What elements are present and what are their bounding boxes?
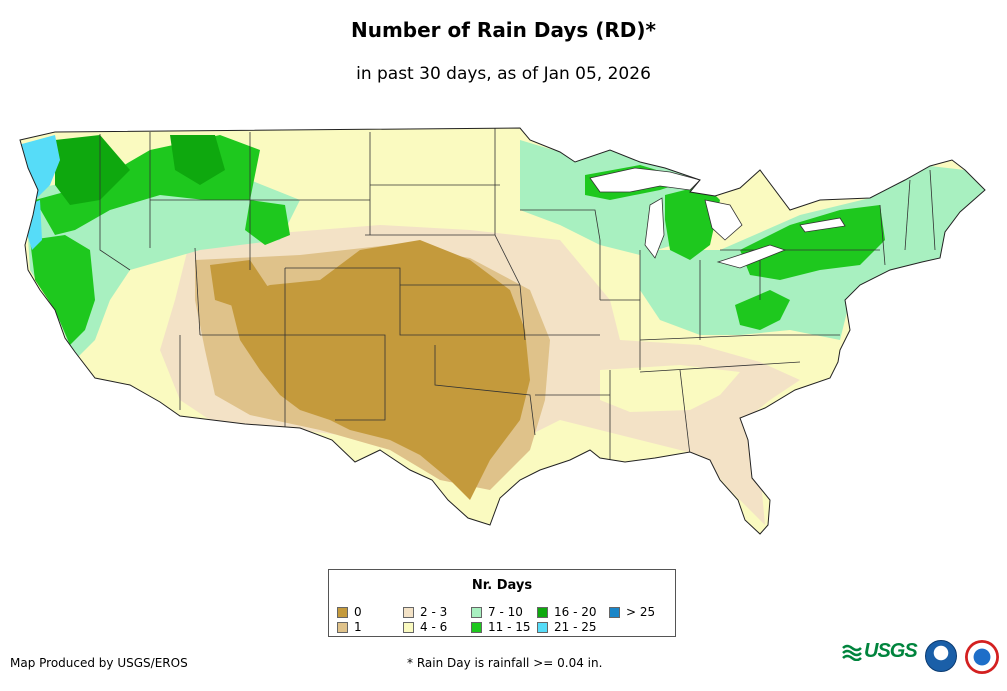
legend-item: 7 - 10 (471, 605, 523, 619)
class-region-16-20-washington (55, 135, 130, 205)
class-region-11-15-cascades (30, 235, 95, 345)
class-region-0 (230, 240, 530, 500)
class-region-0-colorado (210, 260, 270, 310)
legend-swatch (537, 606, 548, 618)
legend-label: 11 - 15 (488, 620, 531, 634)
map-credit: Map Produced by USGS/EROS (10, 656, 188, 670)
nws-seal-icon (965, 640, 999, 674)
legend-label: 2 - 3 (420, 605, 448, 619)
lake-superior (589, 167, 701, 193)
class-region-11-15-great-lakes (740, 205, 885, 280)
great-lakes (589, 167, 846, 269)
map-subtitle: in past 30 days, as of Jan 05, 2026 (356, 64, 651, 84)
lake-michigan (644, 197, 665, 259)
class-region-11-15-appalachia (735, 290, 790, 330)
legend-item: 21 - 25 (537, 620, 597, 634)
legend-item: 0 (337, 605, 362, 619)
lake-huron (704, 199, 743, 241)
legend-swatch (537, 621, 548, 633)
legend-title: Nr. Days (471, 578, 533, 593)
legend-label: 7 - 10 (488, 605, 523, 619)
lake-ontario (799, 217, 846, 233)
class-region-11-15-wyoming (245, 200, 290, 245)
legend-swatch (403, 606, 414, 618)
legend-item: 1 (337, 620, 362, 634)
class-region-2-3-south (600, 365, 740, 412)
legend-label: > 25 (626, 605, 656, 619)
legend-item: 4 - 6 (403, 620, 447, 634)
legend-swatch (337, 621, 348, 633)
rain-day-definition: * Rain Day is rainfall >= 0.04 in. (407, 656, 603, 670)
legend-label: 4 - 6 (420, 620, 448, 634)
usgs-wave-icon (842, 644, 862, 661)
map-title: Number of Rain Days (RD)* (350, 18, 656, 42)
rain-days-map (19, 127, 986, 535)
noaa-seal-icon (925, 640, 957, 672)
legend-item: 16 - 20 (537, 605, 597, 619)
legend-label: 21 - 25 (554, 620, 597, 634)
usgs-logo: USGS (842, 640, 918, 663)
legend-label: 0 (354, 605, 362, 619)
legend-swatch (471, 606, 482, 618)
usgs-wordmark: USGS (864, 640, 918, 662)
legend-item: > 25 (609, 605, 655, 619)
legend-item: 11 - 15 (471, 620, 531, 634)
legend-swatch (337, 606, 348, 618)
legend-label: 16 - 20 (554, 605, 597, 619)
agency-logos: USGS (842, 640, 1002, 680)
legend-swatch (403, 621, 414, 633)
legend-label: 1 (354, 620, 362, 634)
state-boundaries (99, 128, 936, 460)
legend-item: 2 - 3 (403, 605, 447, 619)
legend-swatch (471, 621, 482, 633)
class-region-16-20-idaho (170, 135, 225, 185)
legend-swatch (609, 606, 620, 618)
lake-erie (716, 244, 787, 269)
